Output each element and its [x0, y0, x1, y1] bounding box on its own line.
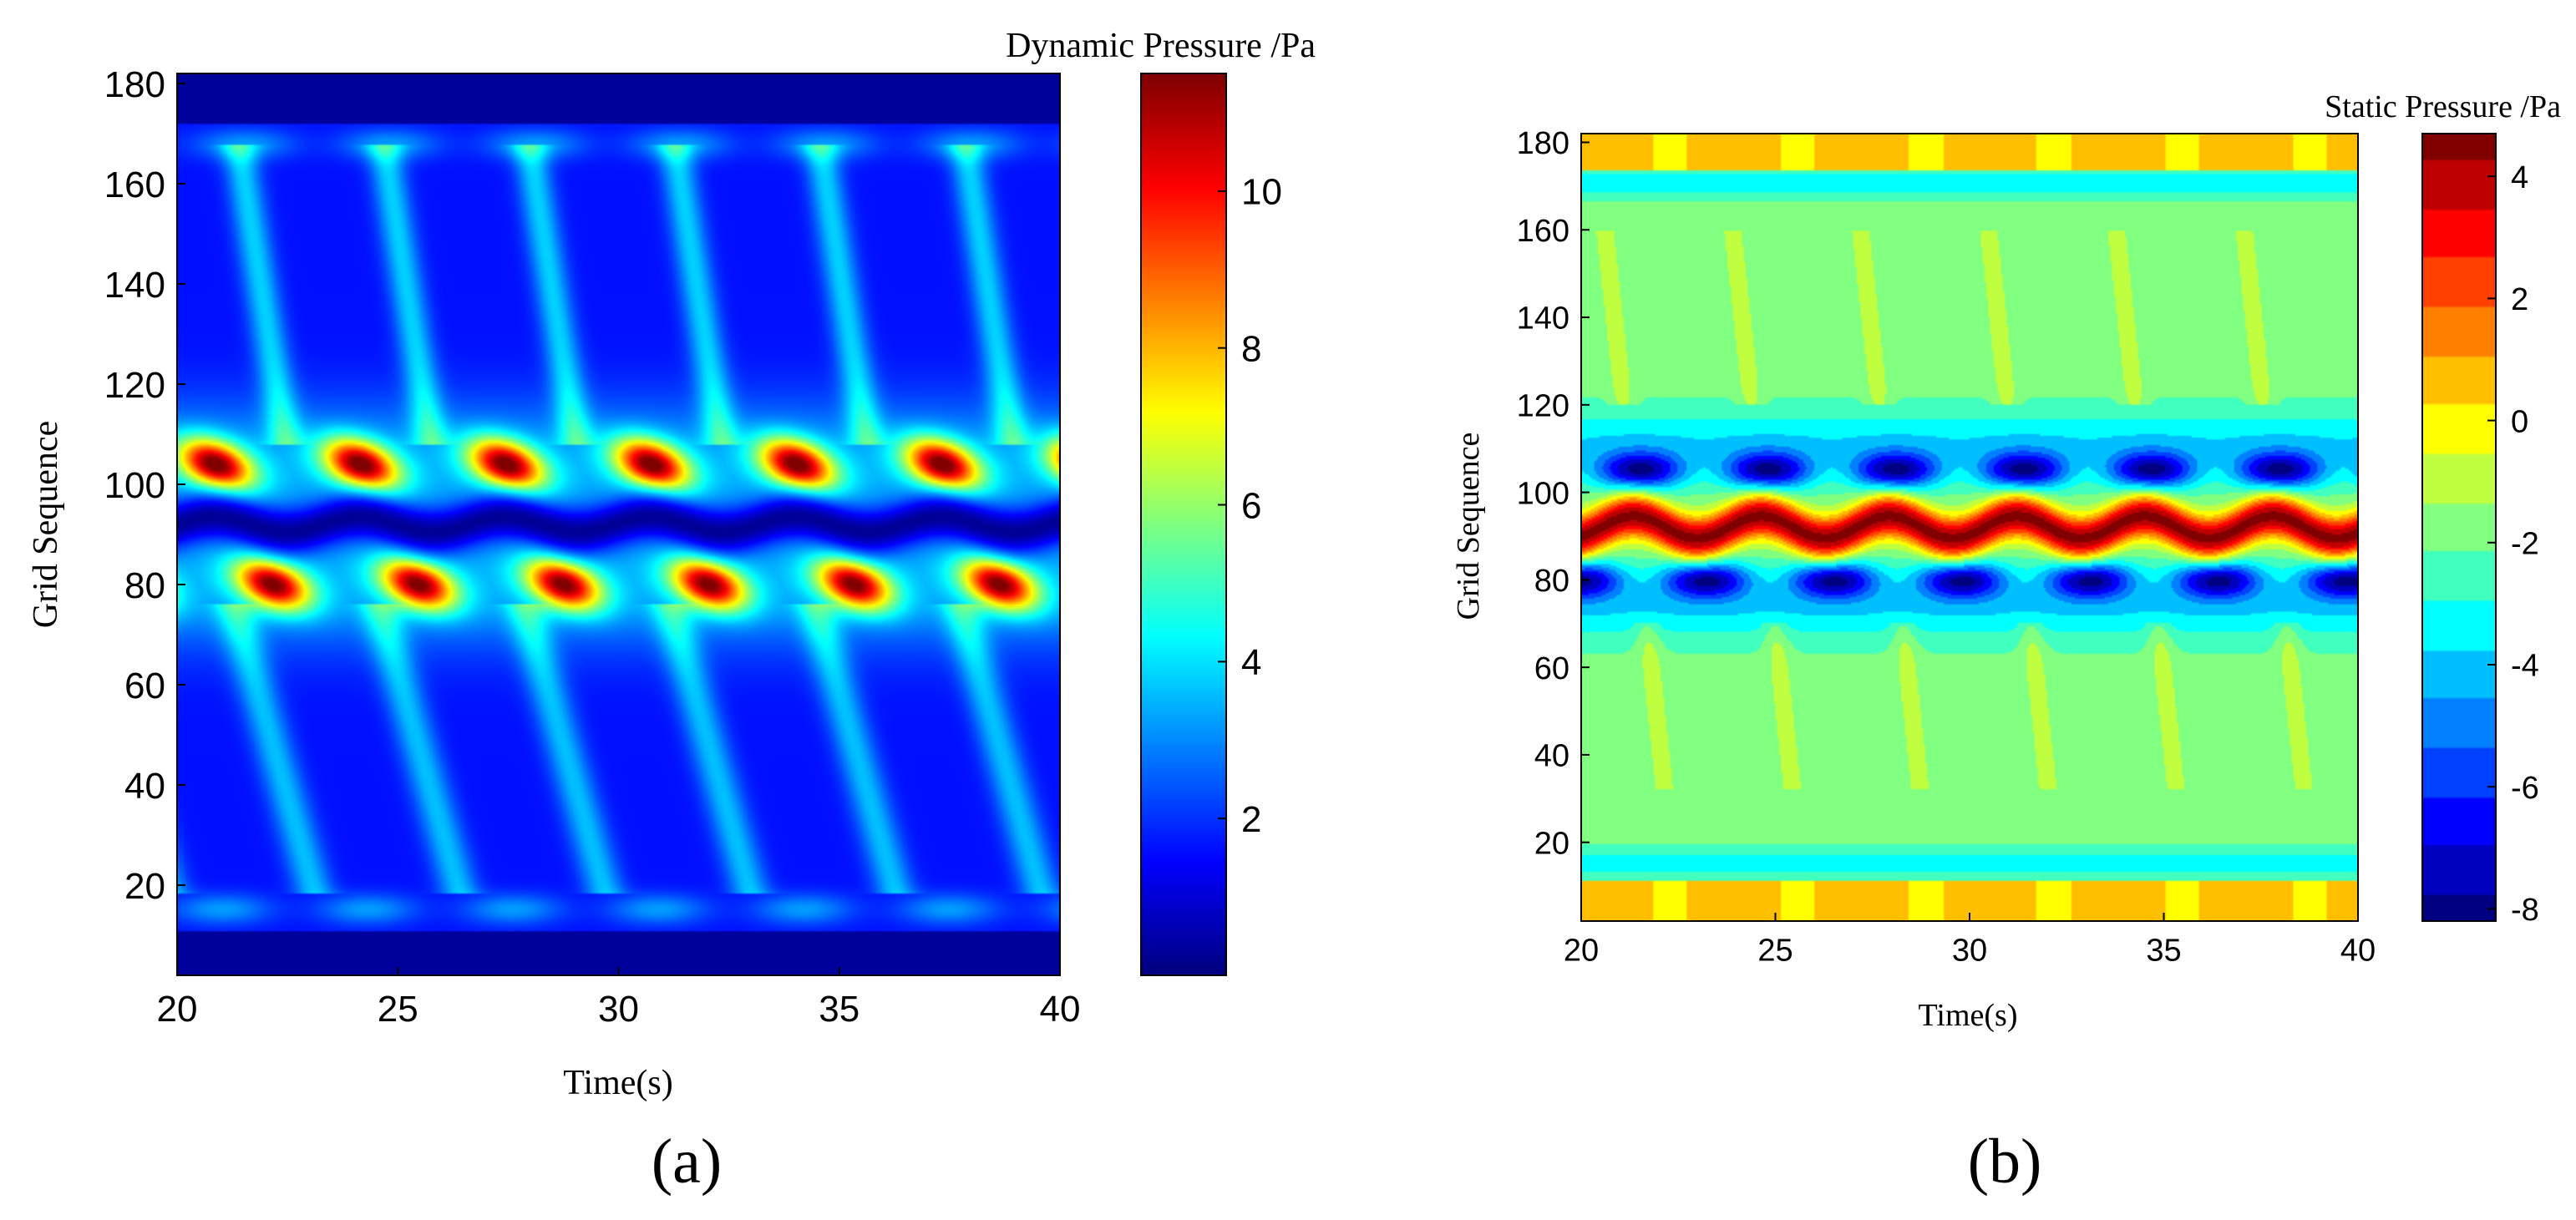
colorbar-tick-label: -2 — [2511, 526, 2539, 561]
heatmap-b — [1581, 134, 2358, 921]
y-tick-label: 80 — [124, 565, 165, 606]
y-tick-label: 60 — [1534, 651, 1569, 686]
y-tick-label: 40 — [1534, 739, 1569, 774]
colorbar-ticks-b: 4 2 0 -2 -4 -6 -8 — [2487, 160, 2539, 928]
colorbar-tick-label: 4 — [1241, 642, 1261, 683]
y-tick-label: 100 — [1517, 476, 1569, 511]
y-axis-label-b: Grid Sequence — [1451, 433, 1486, 620]
x-tick-label: 40 — [2340, 934, 2376, 969]
colorbar-tick-label: 4 — [2511, 160, 2528, 195]
x-ticks-a: 20 25 30 35 40 — [157, 967, 1081, 1030]
y-tick-label: 160 — [104, 165, 165, 205]
x-tick-label: 20 — [1564, 934, 1599, 969]
colorbar-frame-b — [2421, 133, 2497, 922]
colorbar-tick-label: 2 — [2511, 282, 2528, 317]
y-tick-label: 140 — [1517, 301, 1569, 337]
x-axis-label-a: Time(s) — [563, 1064, 672, 1102]
x-tick-label: 30 — [598, 989, 639, 1030]
x-tick-label: 25 — [378, 989, 418, 1030]
y-axis-label-a: Grid Sequence — [27, 421, 65, 628]
x-tick-label: 30 — [1952, 934, 1987, 969]
colorbar-title-b: Static Pressure /Pa — [2325, 89, 2561, 124]
colorbar-tick-label: 10 — [1241, 172, 1282, 213]
colorbar-tick-label: 6 — [1241, 485, 1261, 526]
y-tick-label: 120 — [104, 365, 165, 406]
panel-label-b: (b) — [1968, 1126, 2042, 1197]
x-ticks-b: 20 25 30 35 40 — [1564, 913, 2376, 969]
x-tick-label: 35 — [2146, 934, 2181, 969]
y-tick-label: 60 — [124, 666, 165, 706]
y-tick-label: 180 — [104, 64, 165, 105]
panel-label-a: (a) — [652, 1126, 722, 1197]
y-tick-label: 180 — [1517, 126, 1569, 161]
colorbar-frame-a — [1140, 73, 1227, 976]
y-tick-label: 140 — [104, 265, 165, 306]
colorbar-b — [2422, 134, 2496, 921]
colorbar-tick-label: 8 — [1241, 329, 1261, 370]
colorbar-tick-label: -6 — [2511, 771, 2539, 806]
colorbar-ticks-a: 2 4 6 8 10 — [1218, 172, 1282, 840]
x-tick-label: 35 — [819, 989, 860, 1030]
y-tick-label: 40 — [124, 766, 165, 807]
y-tick-label: 20 — [124, 866, 165, 907]
heatmap-a — [177, 73, 1060, 975]
x-tick-label: 40 — [1040, 989, 1081, 1030]
y-ticks-a: 20 40 60 80 100 120 140 160 180 — [104, 64, 185, 907]
x-tick-label: 25 — [1757, 934, 1793, 969]
colorbar-a — [1141, 73, 1226, 975]
y-tick-label: 120 — [1517, 388, 1569, 423]
colorbar-tick-label: 0 — [2511, 404, 2528, 439]
y-tick-label: 80 — [1534, 564, 1569, 599]
colorbar-tick-label: -4 — [2511, 649, 2539, 684]
colorbar-tick-label: -8 — [2511, 893, 2539, 928]
x-tick-label: 20 — [157, 989, 198, 1030]
y-ticks-b: 20 40 60 80 100 120 140 160 180 — [1517, 126, 1590, 861]
colorbar-title-a: Dynamic Pressure /Pa — [1006, 27, 1316, 65]
y-tick-label: 100 — [104, 465, 165, 506]
chart-a: 20 40 60 80 100 120 140 160 180 20 25 30 35 40 Time(… — [27, 27, 1316, 1197]
x-axis-label-b: Time(s) — [1919, 998, 2018, 1033]
y-tick-label: 160 — [1517, 214, 1569, 249]
y-tick-label: 20 — [1534, 826, 1569, 861]
colorbar-tick-label: 2 — [1241, 799, 1261, 840]
